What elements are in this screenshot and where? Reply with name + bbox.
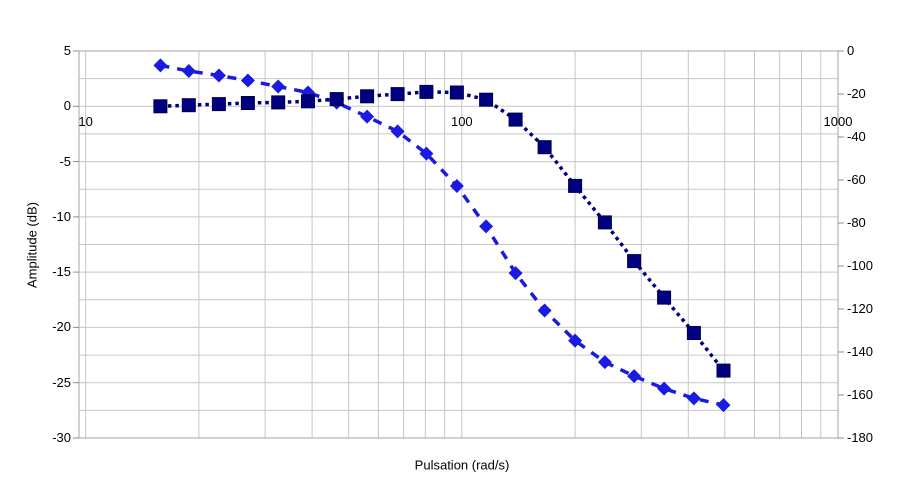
phase-marker	[568, 333, 583, 348]
amplitude-marker	[240, 96, 255, 110]
amplitude-marker	[301, 94, 315, 109]
x-axis-tick-label: 10	[78, 114, 93, 130]
right-axis-tick-label: 0	[847, 43, 855, 58]
left-axis-tick-label: -25	[52, 374, 71, 390]
amplitude-marker	[508, 112, 523, 127]
phase-marker	[153, 58, 168, 73]
right-axis-tick-label: -20	[847, 86, 866, 101]
phase-marker	[181, 64, 196, 78]
amplitude-marker	[597, 215, 612, 230]
phase-marker	[271, 79, 286, 94]
amplitude-marker	[537, 140, 552, 155]
left-axis-tick-label: 0	[63, 98, 71, 114]
amplitude-marker	[568, 178, 583, 193]
phase-marker	[537, 303, 552, 318]
phase-marker	[211, 68, 226, 83]
amplitude-marker	[360, 89, 375, 104]
phase-series-line	[160, 63, 724, 407]
phase-marker	[240, 73, 255, 88]
amplitude-marker	[686, 326, 701, 340]
amplitude-marker	[329, 92, 344, 107]
phase-marker	[657, 381, 672, 396]
amplitude-marker	[419, 84, 434, 99]
amplitude-marker	[390, 87, 405, 102]
left-axis-title: Amplitude (dB)	[24, 202, 40, 288]
right-axis-tick-label: -120	[847, 301, 874, 316]
right-axis-tick-label: -100	[847, 258, 874, 273]
x-axis-title: Pulsation (rad/s)	[414, 457, 510, 473]
right-axis-tick-label: -140	[847, 344, 874, 359]
amplitude-marker	[271, 95, 286, 110]
left-axis-tick-label: -10	[52, 208, 71, 224]
plot-frame	[78, 50, 839, 439]
amplitude-marker	[716, 363, 731, 378]
amplitude-marker	[153, 99, 168, 114]
right-axis-tick-label: -160	[847, 387, 874, 402]
amplitude-marker	[657, 290, 672, 305]
left-axis-tick-label: -15	[52, 264, 71, 280]
amplitude-marker	[449, 85, 464, 100]
phase-marker	[449, 179, 464, 193]
left-axis-tick-label: -20	[52, 319, 71, 335]
right-axis-tick-label: -180	[847, 430, 874, 445]
right-axis-tick-label: -60	[847, 172, 866, 187]
phase-marker	[360, 109, 375, 124]
left-axis-tick-label: -5	[59, 153, 71, 169]
left-axis-tick-label: -30	[52, 430, 71, 445]
amplitude-marker	[627, 254, 642, 269]
phase-marker	[716, 398, 731, 413]
phase-marker	[390, 124, 405, 139]
amplitude-marker	[479, 92, 494, 107]
phase-marker	[686, 391, 701, 406]
phase-marker	[627, 369, 642, 384]
x-axis-tick-label: 100	[450, 114, 473, 130]
left-axis-tick-label: 5	[63, 43, 71, 58]
phase-marker	[419, 146, 434, 161]
amplitude-marker	[211, 97, 226, 112]
right-axis-tick-label: -40	[847, 129, 866, 144]
x-axis-tick-label: 1000	[823, 114, 853, 130]
phase-marker	[597, 355, 612, 370]
phase-marker	[479, 219, 494, 234]
phase-marker	[508, 266, 523, 281]
amplitude-marker	[181, 98, 196, 113]
right-axis-tick-label: -80	[847, 215, 866, 230]
